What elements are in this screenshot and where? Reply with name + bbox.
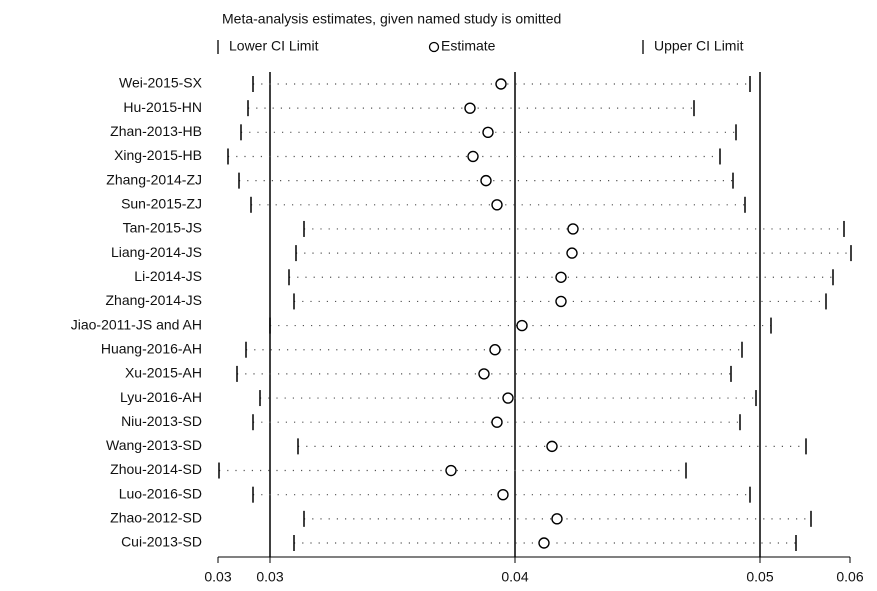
estimate [566,247,578,259]
estimate [555,295,567,308]
y-tick-label: Luo-2016-SD [119,485,202,501]
y-tick-label: Wang-2013-SD [106,437,202,453]
estimate [464,102,476,114]
y-tick-label: Jiao-2011-JS and AH [71,316,202,332]
estimate [567,223,579,235]
estimate [546,440,558,453]
legend-label: Estimate [441,38,496,54]
y-tick-label: Hu-2015-HN [123,99,202,115]
estimate [467,150,479,163]
y-tick-label: Zhang-2014-JS [105,292,202,308]
y-tick-label: Zhang-2014-ZJ [106,171,202,187]
x-tick-label: 0.03 [256,569,283,585]
estimate [491,416,503,428]
y-tick-label: Zhou-2014-SD [110,461,202,477]
x-tick-label: 0.04 [501,569,528,585]
estimate [491,199,503,211]
estimate [555,271,567,283]
y-tick-label: Xing-2015-HB [114,147,202,163]
y-tick-label: Tan-2015-JS [123,220,202,236]
y-tick-label: Huang-2016-AH [101,340,202,356]
legend-symbol [428,41,440,53]
x-tick-label: 0.03 [204,569,231,585]
y-tick-label: Niu-2013-SD [121,413,202,429]
estimate [551,513,563,525]
estimate [538,537,550,549]
estimate [482,126,494,139]
estimate [489,344,501,356]
estimate [516,319,528,332]
y-tick-label: Zhao-2012-SD [110,510,202,526]
chart-title: Meta-analysis estimates, given named stu… [222,11,561,27]
x-tick-label: 0.05 [746,569,773,585]
y-tick-label: Lyu-2016-AH [120,389,202,405]
y-tick-label: Wei-2015-SX [119,75,203,91]
estimate [445,464,457,477]
y-tick-label: Cui-2013-SD [121,534,202,550]
legend-label: Upper CI Limit [654,38,744,54]
y-tick-label: Li-2014-JS [134,268,202,284]
x-tick-label: 0.06 [836,569,863,585]
estimate [478,368,490,380]
estimate [480,174,492,187]
estimate [495,78,507,90]
legend-label: Lower CI Limit [229,38,319,54]
y-tick-label: Sun-2015-ZJ [121,195,202,211]
y-tick-label: Xu-2015-AH [125,365,202,381]
y-tick-label: Zhan-2013-HB [110,123,202,139]
estimate [497,488,509,501]
estimate [502,392,514,404]
y-tick-label: Liang-2014-JS [111,244,202,260]
